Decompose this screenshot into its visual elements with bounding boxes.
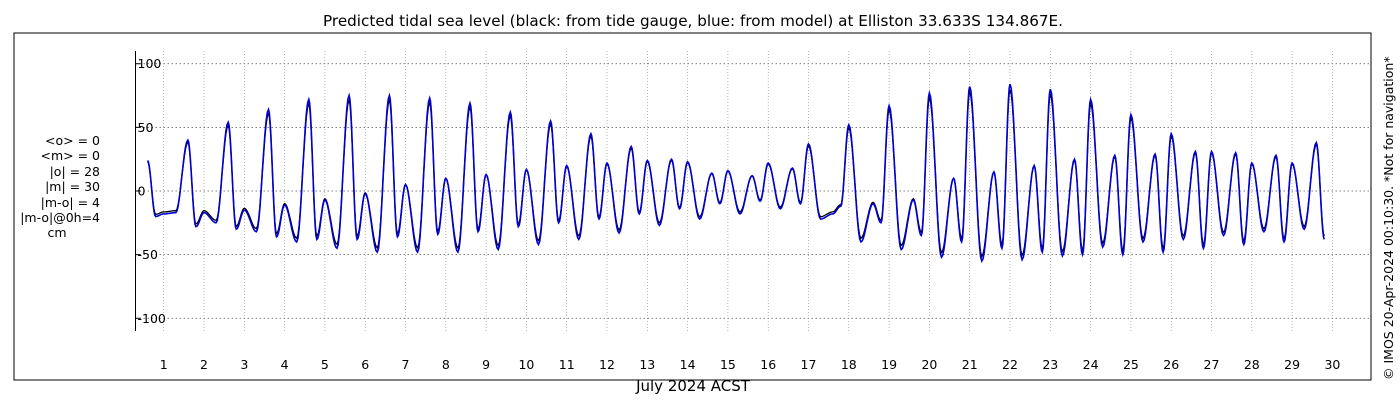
x-tick-label: 22 — [1002, 357, 1018, 372]
x-tick-label: 1 — [160, 357, 168, 372]
x-tick-label: 18 — [841, 357, 857, 372]
x-tick-label: 6 — [361, 357, 369, 372]
x-tick-label: 11 — [559, 357, 575, 372]
x-tick-label: 25 — [1123, 357, 1139, 372]
x-tick-label: 20 — [921, 357, 937, 372]
watermark: © IMOS 20-Apr-2024 00:10:30. *Not for na… — [1381, 56, 1396, 380]
stat-unit: cm — [47, 225, 67, 241]
x-tick-label: 26 — [1163, 357, 1179, 372]
y-tick-label: 50 — [138, 120, 154, 135]
x-tick-label: 10 — [518, 357, 534, 372]
y-tick-label: -50 — [138, 247, 158, 262]
y-tick-layer: 100 50 0 -50 -100 — [135, 56, 166, 326]
x-tick-label: 4 — [281, 357, 289, 372]
x-tick-label: 17 — [801, 357, 817, 372]
stat-mean-obs: <o> = 0 — [45, 133, 100, 148]
x-tick-label: 14 — [680, 357, 696, 372]
x-tick-label: 8 — [442, 357, 450, 372]
x-tick-label: 15 — [720, 357, 736, 372]
x-tick-label: 28 — [1244, 357, 1260, 372]
x-tick-label: 21 — [962, 357, 978, 372]
stat-mean-model: <m> = 0 — [40, 148, 101, 164]
series-line-tide-gauge — [147, 89, 1325, 258]
outer-frame — [13, 32, 1372, 381]
x-tick-label: 16 — [760, 357, 776, 372]
x-tick-label: 5 — [321, 357, 329, 372]
x-tick-label: 30 — [1324, 357, 1340, 372]
stat-abs-diff-0h: |m-o|@0h=4 — [20, 210, 100, 226]
x-tick-label: 24 — [1083, 357, 1099, 372]
x-tick-label: 9 — [482, 357, 490, 372]
x-tick-label: 19 — [881, 357, 897, 372]
y-tick-label: 0 — [138, 184, 146, 199]
x-tick-label: 7 — [402, 357, 410, 372]
chart-title: Predicted tidal sea level (black: from t… — [323, 12, 1063, 30]
stat-abs-model: |m| = 30 — [45, 179, 100, 195]
x-axis-label: July 2024 ACST — [635, 377, 751, 395]
x-tick-label: 12 — [599, 357, 615, 372]
y-tick-label: -100 — [138, 311, 166, 326]
y-tick-label: 100 — [138, 56, 162, 71]
x-tick-label: 27 — [1204, 357, 1220, 372]
x-tick-label: 13 — [639, 357, 655, 372]
x-tick-label: 3 — [240, 357, 248, 372]
x-tick-label: 2 — [200, 357, 208, 372]
series-line-model — [146, 83, 1326, 264]
x-tick-label: 29 — [1284, 357, 1300, 372]
stat-abs-diff: |m-o| = 4 — [40, 194, 100, 210]
x-tick-layer: 1 2 3 4 5 6 7 8 9 10 11 12 13 14 15 16 17 18 19 20 21 22 23 24 2… — [160, 357, 1341, 372]
stat-abs-obs: |o| = 28 — [49, 163, 100, 179]
grid-layer — [135, 51, 1371, 331]
x-tick-label: 23 — [1042, 357, 1058, 372]
stats-panel: <o> = 0 <m> = 0 |o| = 28 |m| = 30 |m-o| … — [14, 133, 100, 241]
